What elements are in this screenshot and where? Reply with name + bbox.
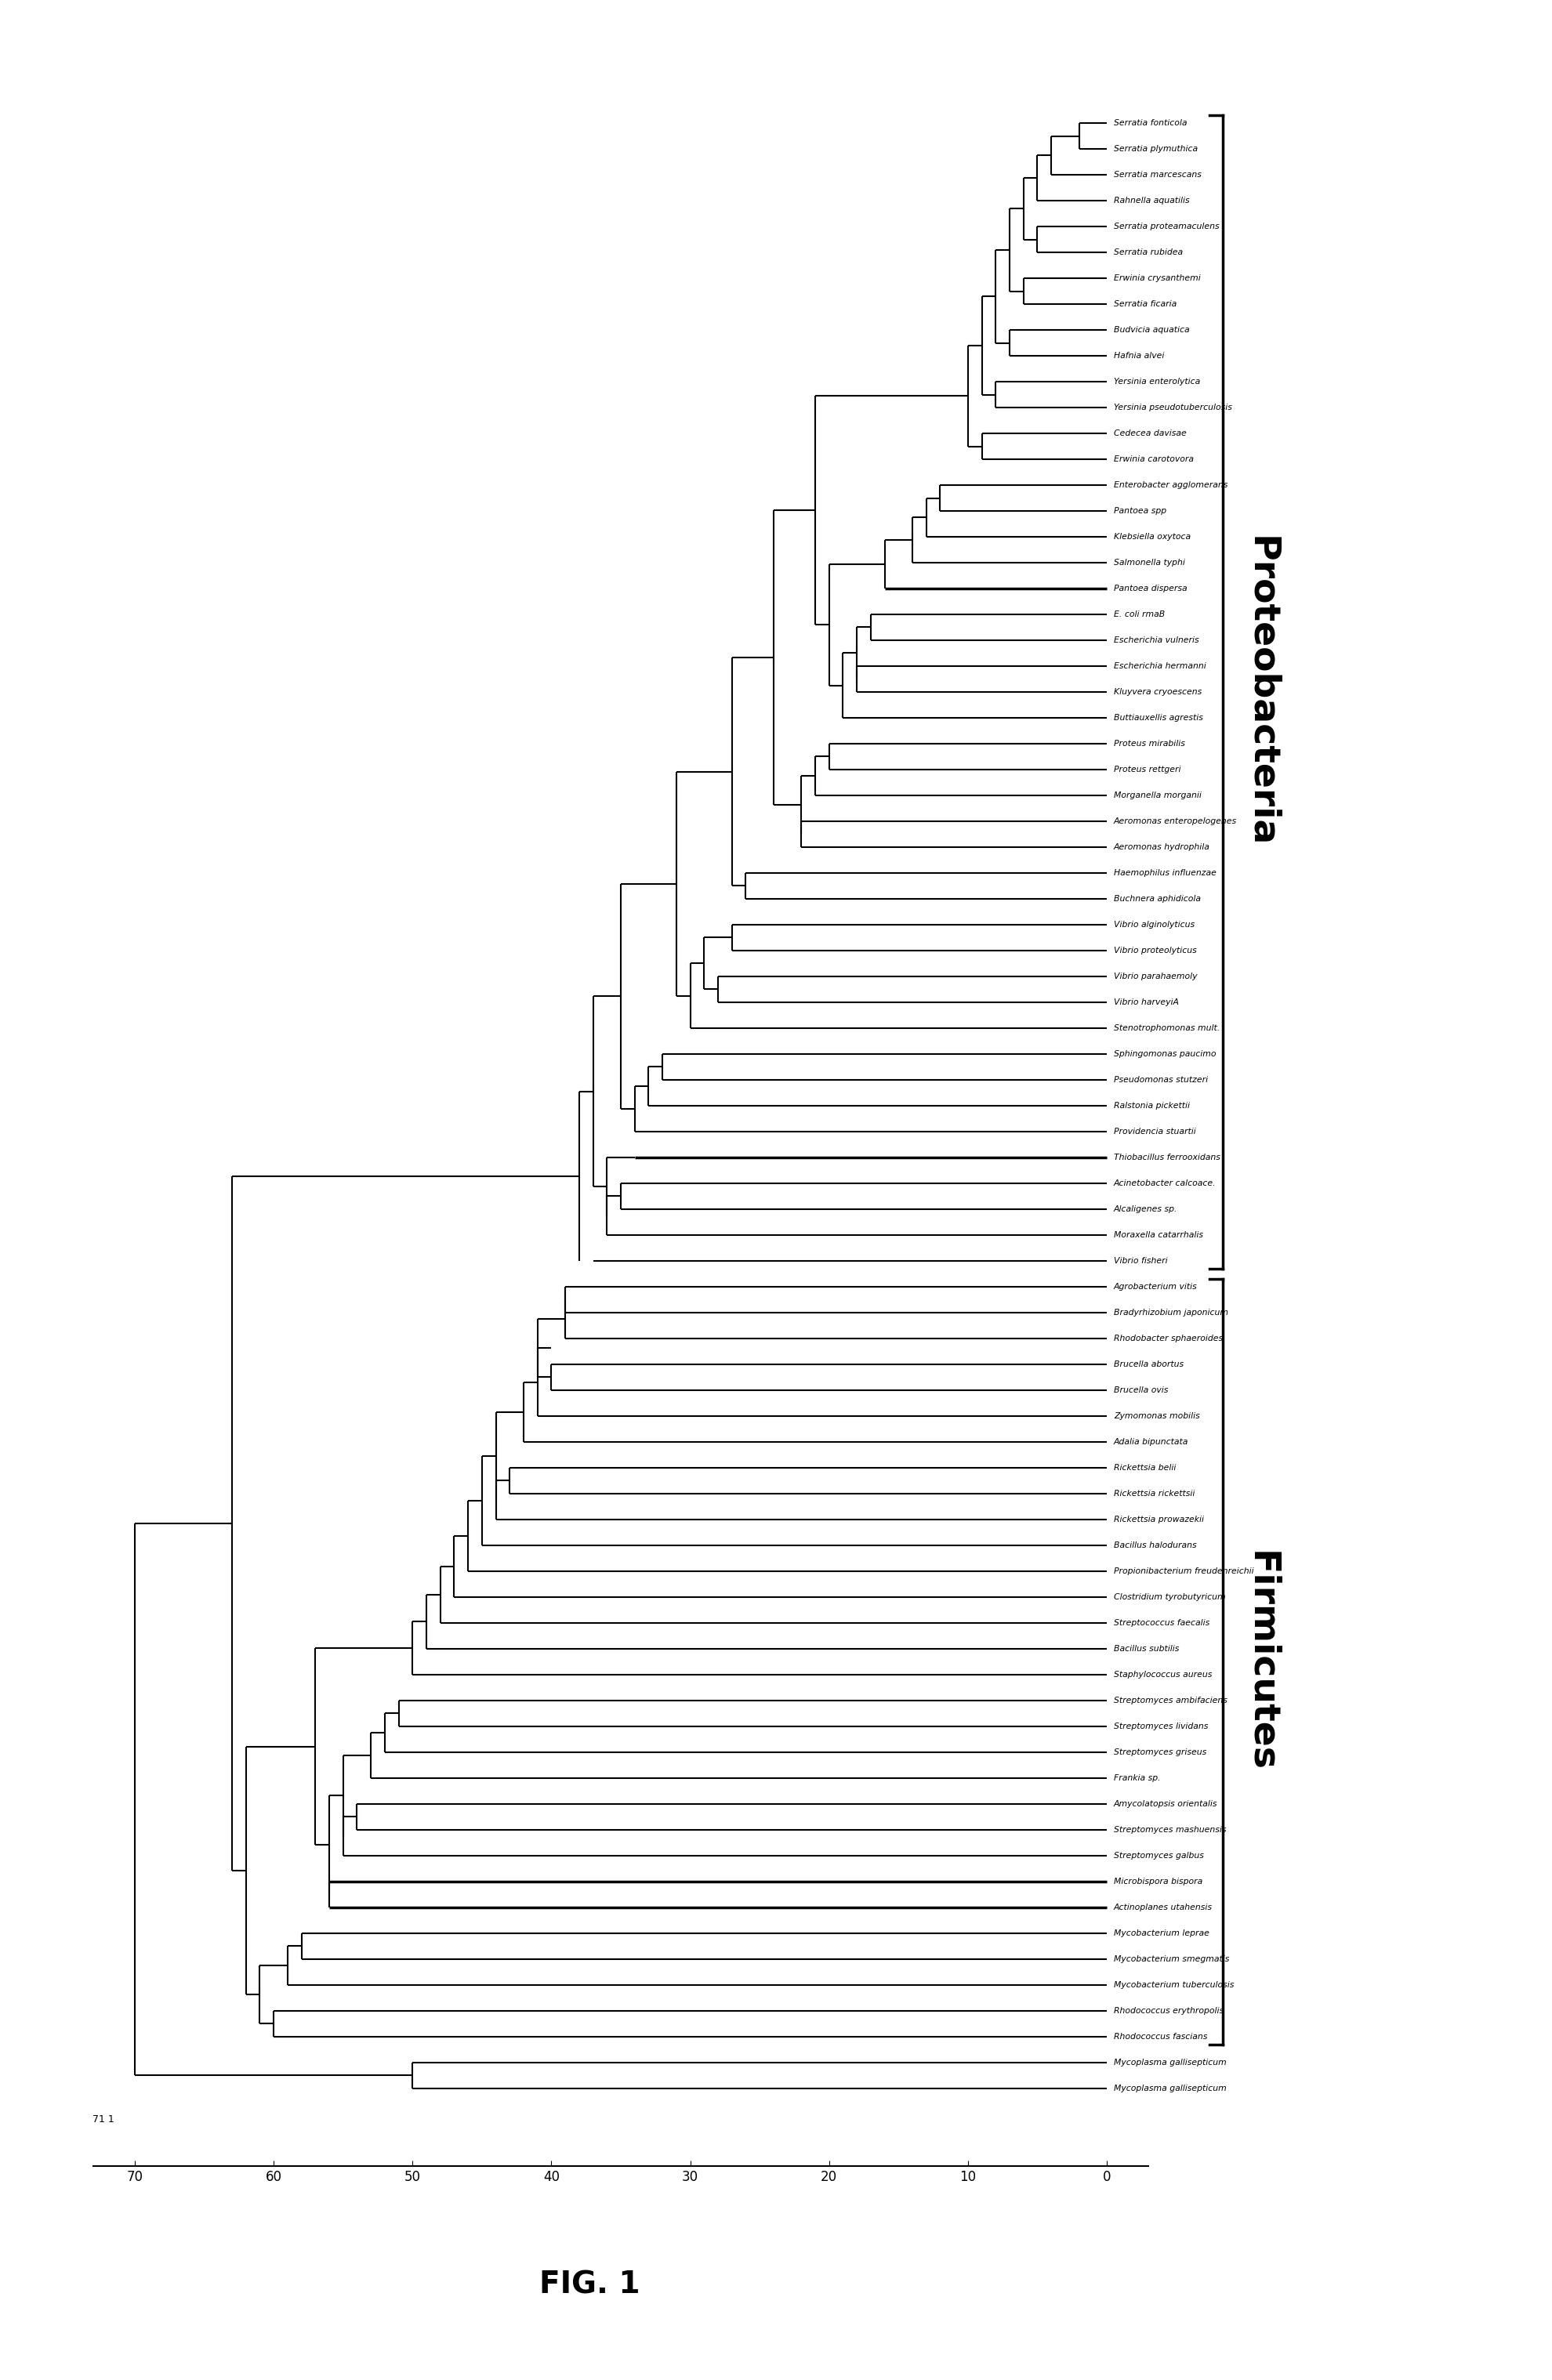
- Text: Erwinia carotovora: Erwinia carotovora: [1114, 455, 1193, 464]
- Text: Budvicia aquatica: Budvicia aquatica: [1114, 326, 1189, 333]
- Text: Aeromonas hydrophila: Aeromonas hydrophila: [1114, 843, 1211, 852]
- Text: Serratia ficaria: Serratia ficaria: [1114, 300, 1176, 307]
- Text: Mycobacterium leprae: Mycobacterium leprae: [1114, 1930, 1209, 1937]
- Text: Yersinia pseudotuberculosis: Yersinia pseudotuberculosis: [1114, 405, 1232, 412]
- Text: Brucella abortus: Brucella abortus: [1114, 1361, 1184, 1368]
- Text: Haemophilus influenzae: Haemophilus influenzae: [1114, 869, 1217, 876]
- Text: Buchnera aphidicola: Buchnera aphidicola: [1114, 895, 1201, 902]
- Text: Morganella morganii: Morganella morganii: [1114, 793, 1201, 800]
- Text: 71 1: 71 1: [92, 2113, 113, 2125]
- Text: Streptomyces ambifaciens: Streptomyces ambifaciens: [1114, 1697, 1228, 1704]
- Text: Rhodobacter sphaeroides: Rhodobacter sphaeroides: [1114, 1335, 1223, 1342]
- Text: Pantoea spp: Pantoea spp: [1114, 507, 1167, 514]
- Text: Escherichia vulneris: Escherichia vulneris: [1114, 635, 1198, 645]
- Text: Streptomyces mashuensis: Streptomyces mashuensis: [1114, 1825, 1226, 1833]
- Text: Serratia marcescans: Serratia marcescans: [1114, 171, 1201, 178]
- Text: Providencia stuartii: Providencia stuartii: [1114, 1128, 1197, 1135]
- Text: Mycoplasma gallisepticum: Mycoplasma gallisepticum: [1114, 2085, 1226, 2092]
- Text: Yersinia enterolytica: Yersinia enterolytica: [1114, 378, 1200, 386]
- Text: Rhodococcus fascians: Rhodococcus fascians: [1114, 2033, 1207, 2040]
- Text: Streptomyces lividans: Streptomyces lividans: [1114, 1723, 1207, 1730]
- Text: Vibrio fisheri: Vibrio fisheri: [1114, 1257, 1167, 1264]
- Text: Brucella ovis: Brucella ovis: [1114, 1385, 1169, 1395]
- Text: Pantoea dispersa: Pantoea dispersa: [1114, 585, 1187, 593]
- Text: Vibrio harveyiA: Vibrio harveyiA: [1114, 997, 1180, 1007]
- Text: Bradyrhizobium japonicum: Bradyrhizobium japonicum: [1114, 1309, 1228, 1316]
- Text: Bacillus halodurans: Bacillus halodurans: [1114, 1542, 1197, 1549]
- Text: Acinetobacter calcoace.: Acinetobacter calcoace.: [1114, 1180, 1217, 1188]
- Text: Proteus mirabilis: Proteus mirabilis: [1114, 740, 1186, 747]
- Text: Serratia proteamaculens: Serratia proteamaculens: [1114, 224, 1220, 231]
- Text: Vibrio alginolyticus: Vibrio alginolyticus: [1114, 921, 1195, 928]
- Text: Streptomyces galbus: Streptomyces galbus: [1114, 1852, 1204, 1859]
- Text: Serratia fonticola: Serratia fonticola: [1114, 119, 1187, 126]
- Text: Agrobacterium vitis: Agrobacterium vitis: [1114, 1283, 1198, 1290]
- Text: Microbispora bispora: Microbispora bispora: [1114, 1878, 1203, 1885]
- Text: Klebsiella oxytoca: Klebsiella oxytoca: [1114, 533, 1190, 540]
- Text: Aeromonas enteropelogenes: Aeromonas enteropelogenes: [1114, 816, 1237, 826]
- Text: Escherichia hermanni: Escherichia hermanni: [1114, 662, 1206, 671]
- Text: Rickettsia prowazekii: Rickettsia prowazekii: [1114, 1516, 1204, 1523]
- Text: Mycoplasma gallisepticum: Mycoplasma gallisepticum: [1114, 2059, 1226, 2066]
- Text: Bacillus subtilis: Bacillus subtilis: [1114, 1645, 1180, 1652]
- Text: E. coli rmaB: E. coli rmaB: [1114, 612, 1166, 619]
- Text: FIG. 1: FIG. 1: [540, 2271, 639, 2299]
- Text: Rahnella aquatilis: Rahnella aquatilis: [1114, 198, 1189, 205]
- Text: Salmonella typhi: Salmonella typhi: [1114, 559, 1186, 566]
- Text: Sphingomonas paucimo: Sphingomonas paucimo: [1114, 1050, 1217, 1057]
- Text: Mycobacterium tuberculosis: Mycobacterium tuberculosis: [1114, 1980, 1234, 1990]
- Text: Thiobacillus ferrooxidans: Thiobacillus ferrooxidans: [1114, 1154, 1220, 1161]
- Text: Serratia plymuthica: Serratia plymuthica: [1114, 145, 1198, 152]
- Text: Staphylococcus aureus: Staphylococcus aureus: [1114, 1671, 1212, 1678]
- Text: Firmicutes: Firmicutes: [1243, 1552, 1279, 1773]
- Text: Streptomyces griseus: Streptomyces griseus: [1114, 1749, 1206, 1756]
- Text: Streptococcus faecalis: Streptococcus faecalis: [1114, 1618, 1209, 1626]
- Text: Hafnia alvei: Hafnia alvei: [1114, 352, 1164, 359]
- Text: Cedecea davisae: Cedecea davisae: [1114, 428, 1186, 438]
- Text: Ralstonia pickettii: Ralstonia pickettii: [1114, 1102, 1190, 1109]
- Text: Vibrio proteolyticus: Vibrio proteolyticus: [1114, 947, 1197, 954]
- Text: Amycolatopsis orientalis: Amycolatopsis orientalis: [1114, 1799, 1218, 1809]
- Text: Alcaligenes sp.: Alcaligenes sp.: [1114, 1204, 1178, 1214]
- Text: Rhodococcus erythropolis: Rhodococcus erythropolis: [1114, 2006, 1223, 2013]
- Text: Pseudomonas stutzeri: Pseudomonas stutzeri: [1114, 1076, 1207, 1083]
- Text: Stenotrophomonas mult.: Stenotrophomonas mult.: [1114, 1023, 1220, 1033]
- Text: Frankia sp.: Frankia sp.: [1114, 1773, 1161, 1783]
- Text: Mycobacterium smegmatis: Mycobacterium smegmatis: [1114, 1954, 1229, 1964]
- Text: Clostridium tyrobutyricum: Clostridium tyrobutyricum: [1114, 1592, 1226, 1602]
- Text: Enterobacter agglomerans: Enterobacter agglomerans: [1114, 481, 1228, 488]
- Text: Adalia bipunctata: Adalia bipunctata: [1114, 1438, 1189, 1445]
- Text: Propionibacterium freudenreichii: Propionibacterium freudenreichii: [1114, 1566, 1254, 1576]
- Text: Rickettsia belii: Rickettsia belii: [1114, 1464, 1176, 1471]
- Text: Moraxella catarrhalis: Moraxella catarrhalis: [1114, 1230, 1203, 1240]
- Text: Serratia rubidea: Serratia rubidea: [1114, 248, 1183, 257]
- Text: Rickettsia rickettsii: Rickettsia rickettsii: [1114, 1490, 1195, 1497]
- Text: Buttiauxellis agrestis: Buttiauxellis agrestis: [1114, 714, 1203, 721]
- Text: Vibrio parahaemoly: Vibrio parahaemoly: [1114, 973, 1197, 981]
- Text: Proteobacteria: Proteobacteria: [1243, 536, 1279, 847]
- Text: Kluyvera cryoescens: Kluyvera cryoescens: [1114, 688, 1201, 695]
- Text: Erwinia crysanthemi: Erwinia crysanthemi: [1114, 274, 1201, 283]
- Text: Proteus rettgeri: Proteus rettgeri: [1114, 766, 1181, 774]
- Text: Actinoplanes utahensis: Actinoplanes utahensis: [1114, 1904, 1212, 1911]
- Text: Zymomonas mobilis: Zymomonas mobilis: [1114, 1411, 1200, 1421]
